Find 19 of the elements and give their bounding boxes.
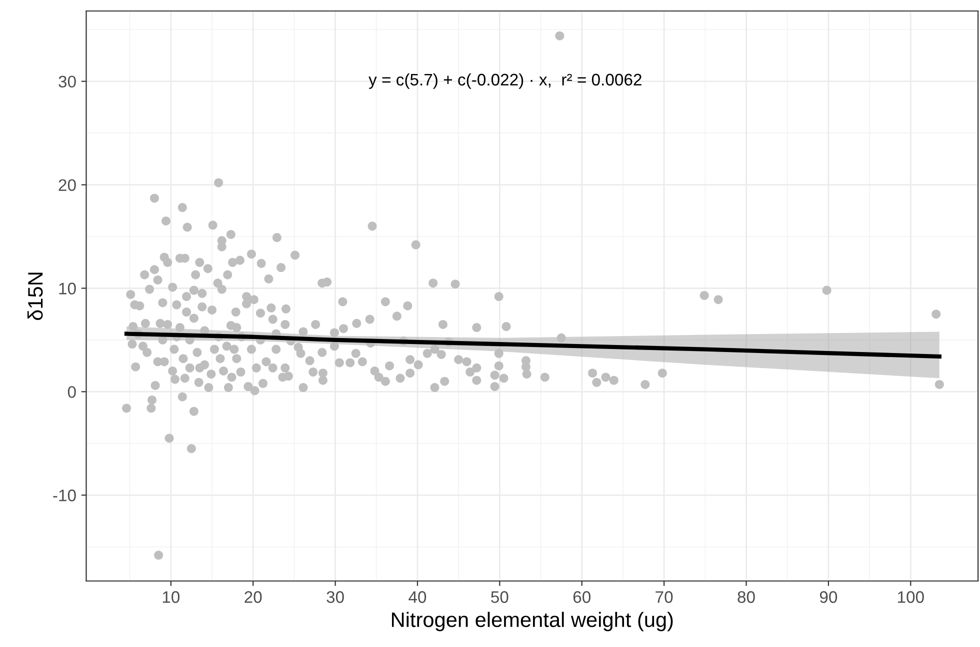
y-tick-label: -10 xyxy=(53,490,76,502)
x-tick-label: 70 xyxy=(656,591,673,603)
x-tick-label: 30 xyxy=(326,591,344,603)
annotation: y = c(5.7) + c(-0.022) · x, r² = 0.0062 xyxy=(368,73,642,89)
x-tick-label: 40 xyxy=(408,591,426,603)
x-tick-label: 20 xyxy=(244,591,262,603)
x-tick-label: 60 xyxy=(573,591,590,603)
y-tick-label: 0 xyxy=(68,386,76,398)
x-tick-label: 100 xyxy=(898,591,924,603)
y-axis-title: δ15N xyxy=(27,272,43,320)
line-series xyxy=(124,332,942,359)
x-axis-title: Nitrogen elemental weight (ug) xyxy=(392,612,673,632)
x-tick-label: 50 xyxy=(491,591,508,603)
y-tick-label: 30 xyxy=(58,76,76,88)
y-tick-label: 20 xyxy=(58,179,76,191)
x-tick-label: 90 xyxy=(820,591,838,603)
x-tick-label: 80 xyxy=(738,591,755,603)
x-tick-label: 10 xyxy=(162,591,180,603)
y-tick-label: 10 xyxy=(59,282,76,294)
